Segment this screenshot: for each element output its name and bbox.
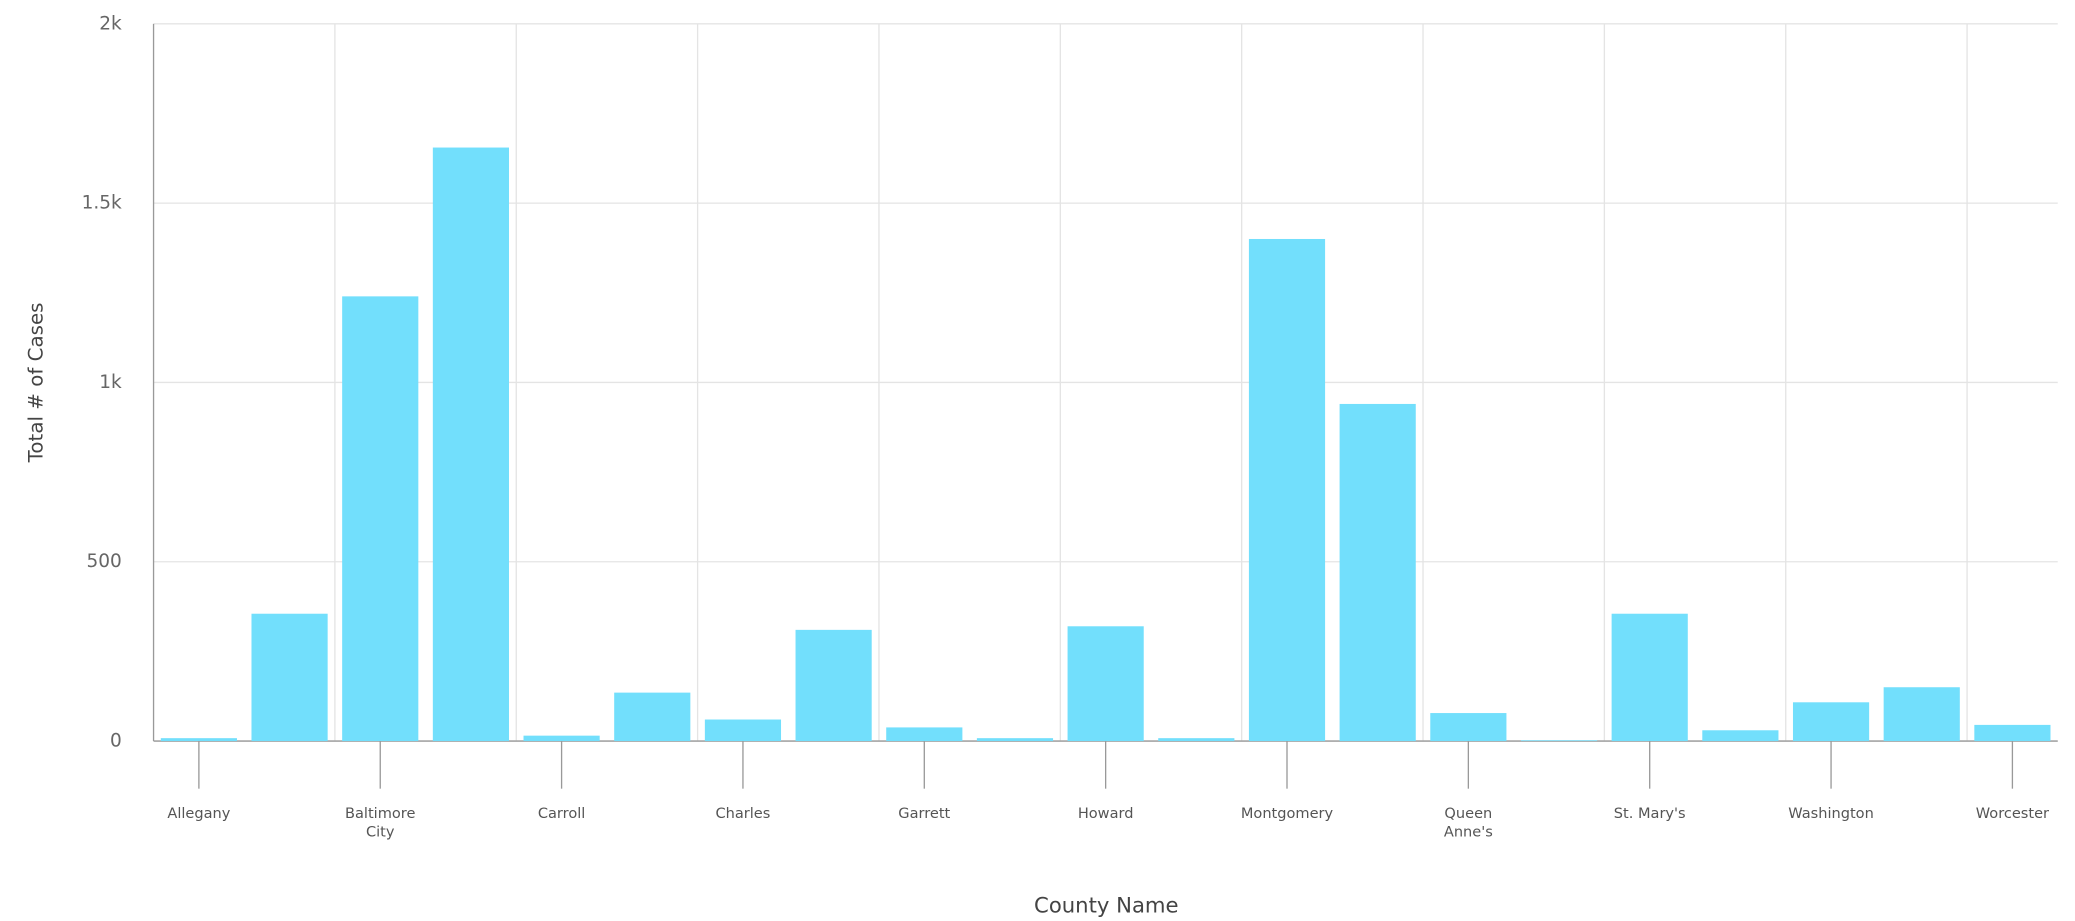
y-tick-label: 0 <box>110 731 122 752</box>
x-tick-label: Baltimore City <box>345 804 416 841</box>
bar <box>1974 724 2051 742</box>
x-tick-label: Allegany <box>167 804 231 822</box>
x-tick-label: Washington <box>1788 804 1874 822</box>
bar <box>886 727 963 742</box>
bar <box>1339 403 1416 742</box>
x-tick-label-box: Queen Anne's <box>1443 804 1493 841</box>
x-tick-label-box: Carroll <box>537 804 586 822</box>
y-tick-label: 1.5k <box>82 193 122 214</box>
bar <box>1792 702 1870 742</box>
bar <box>1430 713 1507 742</box>
x-tick-label-box: St. Mary's <box>1613 804 1686 822</box>
bar <box>1248 238 1326 742</box>
x-tick-label-box: Worcester <box>1975 804 2050 822</box>
x-tick-label-box: Allegany <box>167 804 231 822</box>
x-tick-label: Charles <box>715 804 771 822</box>
y-tick-label: 500 <box>86 551 121 572</box>
x-tick-label: Carroll <box>537 804 586 822</box>
bar <box>614 692 691 742</box>
x-tick-label: Montgomery <box>1240 804 1334 822</box>
x-tick-label: Howard <box>1077 804 1134 822</box>
x-tick-label: Queen Anne's <box>1443 804 1493 841</box>
bar <box>160 738 237 742</box>
bar <box>704 719 782 742</box>
bar <box>251 613 328 742</box>
y-tick-label: 1k <box>99 372 122 393</box>
x-tick-label: Worcester <box>1975 804 2050 822</box>
bar <box>1067 626 1144 742</box>
x-tick-label-box: Baltimore City <box>345 804 416 841</box>
bar <box>976 738 1054 742</box>
bar <box>342 296 419 742</box>
x-tick-label-box: Montgomery <box>1240 804 1334 822</box>
bar <box>795 629 872 742</box>
y-axis-label: Total # of Cases <box>25 303 48 464</box>
bar <box>1702 730 1779 742</box>
bar <box>432 147 510 742</box>
x-tick-label-box: Garrett <box>898 804 951 822</box>
bar <box>1520 740 1598 742</box>
x-tick-label: St. Mary's <box>1613 804 1686 822</box>
bar <box>1883 687 1960 742</box>
bar <box>523 735 600 742</box>
x-axis-label: County Name <box>1034 892 1179 917</box>
x-tick-label: Garrett <box>898 804 951 822</box>
bar <box>1611 613 1688 742</box>
y-tick-label: 2k <box>99 13 122 34</box>
x-tick-label-box: Charles <box>715 804 771 822</box>
x-tick-label-box: Howard <box>1077 804 1134 822</box>
x-tick-label-box: Washington <box>1788 804 1874 822</box>
bar <box>1158 738 1235 742</box>
